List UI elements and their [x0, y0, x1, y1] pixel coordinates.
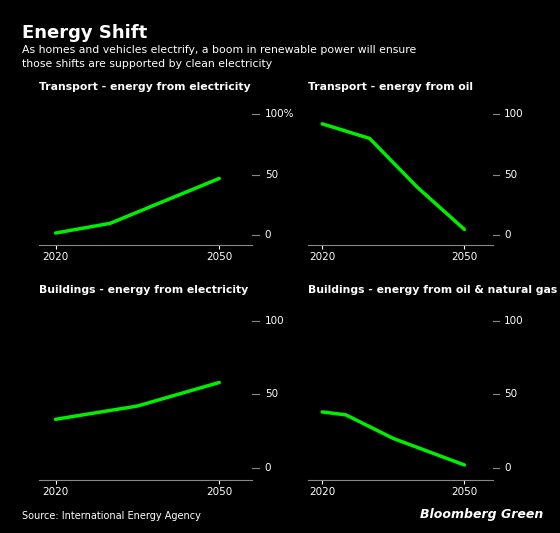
Text: Buildings - energy from electricity: Buildings - energy from electricity — [39, 285, 249, 295]
Text: 50: 50 — [504, 389, 517, 399]
Text: Energy Shift: Energy Shift — [22, 24, 148, 42]
Text: 100: 100 — [504, 316, 524, 326]
Text: 100: 100 — [504, 109, 524, 119]
Text: 50: 50 — [265, 170, 278, 180]
Text: Buildings - energy from oil & natural gas: Buildings - energy from oil & natural ga… — [308, 285, 557, 295]
Text: 100%: 100% — [265, 109, 294, 119]
Text: Bloomberg Green: Bloomberg Green — [420, 508, 543, 521]
Text: As homes and vehicles electrify, a boom in renewable power will ensure
those shi: As homes and vehicles electrify, a boom … — [22, 45, 417, 69]
Text: 0: 0 — [265, 463, 271, 473]
Text: Transport - energy from electricity: Transport - energy from electricity — [39, 83, 251, 92]
Text: 50: 50 — [265, 389, 278, 399]
Text: 0: 0 — [504, 463, 510, 473]
Text: Transport - energy from oil: Transport - energy from oil — [308, 83, 473, 92]
Text: 100: 100 — [265, 316, 284, 326]
Text: 0: 0 — [265, 230, 271, 240]
Text: Source: International Energy Agency: Source: International Energy Agency — [22, 511, 201, 521]
Text: 0: 0 — [504, 230, 510, 240]
Text: 50: 50 — [504, 170, 517, 180]
